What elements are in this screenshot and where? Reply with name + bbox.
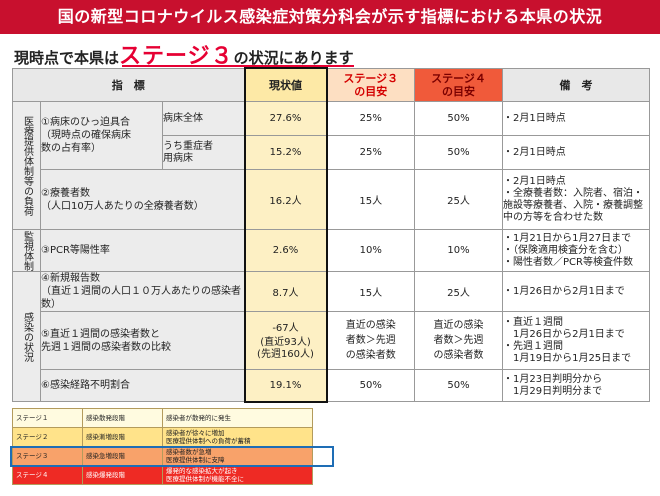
current-hospital-all: 27.6%: [243, 101, 328, 136]
legend-row: ステージ１ 感染散発段階 感染者が散発的に発生: [12, 408, 313, 428]
current-ratio: -67人 (直近93人) (先週160人): [243, 311, 328, 370]
note-unknown: ・1月23日判明分から 1月29日判明分まで: [502, 369, 650, 402]
legend-phase: 感染漸増段階: [82, 427, 163, 447]
stage4-new: 25人: [414, 271, 503, 312]
legend-stage: ステージ１: [12, 408, 83, 428]
note-ratio: ・直近１週間 1月26日から2月1日まで ・先週１週間 1月19日から1月25日…: [502, 311, 650, 370]
header-current: 現状値: [243, 67, 328, 102]
legend-phase: 感染爆発段階: [82, 465, 163, 485]
legend-desc: 感染者数が急増 医療提供体制に支障: [162, 446, 313, 466]
category-infection: 感染の状況: [12, 271, 41, 402]
legend-stage: ステージ３: [12, 446, 83, 466]
headline-prefix: 現時点で本県は: [14, 49, 120, 67]
stage-legend: ステージ１ 感染散発段階 感染者が散発的に発生 ステージ２ 感染漸増段階 感染者…: [12, 408, 313, 485]
status-headline: 現時点で本県はステージ３の状況にあります: [14, 38, 354, 69]
table-row: 感染の状況 ④新規報告数 （直近１週間の人口１０万人あたりの感染者数） 8.7人…: [12, 271, 650, 402]
header-stage4: ステージ４ の目安: [414, 67, 503, 102]
stage3-pcr: 10%: [326, 229, 415, 272]
legend-phase: 感染散発段階: [82, 408, 163, 428]
indicator-pcr: ③PCR等陽性率: [40, 229, 245, 272]
current-ratio-prev: (先週160人): [257, 348, 314, 360]
headline-stage: ステージ３: [119, 44, 234, 69]
headline-suffix: の状況にあります: [233, 49, 354, 67]
stage4-hospital-severe: 50%: [414, 135, 503, 170]
current-pcr: 2.6%: [243, 229, 328, 272]
indicator-unknown: ⑥感染経路不明割合: [40, 369, 245, 402]
current-ratio-recent: (直近93人): [260, 336, 311, 348]
stage3-new: 15人: [326, 271, 415, 312]
stage4-pcr: 10%: [414, 229, 503, 272]
headline-underline: [122, 65, 354, 67]
stage4-hospital-all: 50%: [414, 101, 503, 136]
header-stage3: ステージ３ の目安: [326, 67, 415, 102]
note-hospital-severe: ・2月1日時点: [502, 135, 650, 170]
legend-row: ステージ３ 感染急増段階 感染者数が急増 医療提供体制に支障: [12, 446, 313, 466]
stage4-ratio: 直近の感染 者数＞先週 の感染者数: [414, 311, 503, 370]
indicator-ratio: ⑤直近１週間の感染者数と 先週１週間の感染者数の比較: [40, 311, 245, 370]
legend-desc: 感染者が徐々に増加 医療提供体制への負荷が蓄積: [162, 427, 313, 447]
note-new: ・1月26日から2月1日まで: [502, 271, 650, 312]
legend-phase: 感染急増段階: [82, 446, 163, 466]
current-hospital-severe: 15.2%: [243, 135, 328, 170]
current-care: 16.2人: [243, 169, 328, 230]
indicator-new: ④新規報告数 （直近１週間の人口１０万人あたりの感染者数）: [40, 271, 245, 312]
stage4-care: 25人: [414, 169, 503, 230]
current-ratio-main: -67人: [272, 322, 299, 334]
header-indicator: 指 標: [12, 67, 245, 102]
current-new: 8.7人: [243, 271, 328, 312]
stage3-ratio: 直近の感染 者数＞先週 の感染者数: [326, 311, 415, 370]
table-header-row: 指 標 現状値 ステージ３ の目安 ステージ４ の目安 備 考: [12, 67, 650, 102]
indicator-hospital: ①病床のひっ迫具合 （現時点の確保病床 数の占有率）: [40, 101, 163, 170]
stage3-hospital-all: 25%: [326, 101, 415, 136]
indicator-care: ②療養者数 （人口10万人あたりの全療養者数）: [40, 169, 245, 230]
legend-stage: ステージ２: [12, 427, 83, 447]
indicator-table: 指 標 現状値 ステージ３ の目安 ステージ４ の目安 備 考 医療提供体制等の…: [12, 67, 650, 403]
note-pcr: ・1月21日から1月27日まで ・（保険適用検査分を含む） ・陽性者数／PCR等…: [502, 229, 650, 272]
current-unknown: 19.1%: [243, 369, 328, 403]
stage3-hospital-severe: 25%: [326, 135, 415, 170]
table-row: 医療提供体制等の負荷 ①病床のひっ迫具合 （現時点の確保病床 数の占有率） 病床…: [12, 101, 650, 230]
legend-desc: 爆発的な感染拡大が起き 医療提供体制が機能不全に: [162, 465, 313, 485]
sub-hospital-all: 病床全体: [162, 101, 245, 136]
stage3-unknown: 50%: [326, 369, 415, 402]
category-surveillance: 監視体制: [12, 229, 41, 272]
table-row: ⑥感染経路不明割合 19.1% 50% 50% ・1月23日判明分から 1月29…: [13, 369, 650, 403]
category-medical: 医療提供体制等の負荷: [12, 101, 41, 230]
page-title: 国の新型コロナウイルス感染症対策分科会が示す指標における本県の状況: [0, 0, 660, 34]
stage3-care: 15人: [326, 169, 415, 230]
table-row: ⑤直近１週間の感染者数と 先週１週間の感染者数の比較 -67人 (直近93人) …: [13, 311, 650, 370]
header-notes: 備 考: [502, 67, 650, 102]
note-hospital-all: ・2月1日時点: [502, 101, 650, 136]
legend-row: ステージ４ 感染爆発段階 爆発的な感染拡大が起き 医療提供体制が機能不全に: [12, 465, 313, 485]
table-row: ②療養者数 （人口10万人あたりの全療養者数） 16.2人 15人 25人 ・2…: [13, 169, 650, 230]
legend-row: ステージ２ 感染漸増段階 感染者が徐々に増加 医療提供体制への負荷が蓄積: [12, 427, 313, 447]
table-row: うち重症者 用病床 15.2% 25% 50% ・2月1日時点: [13, 135, 650, 170]
legend-stage: ステージ４: [12, 465, 83, 485]
note-care: ・2月1日時点 ・全療養者数：入院者、宿泊・施設等療養者、入院・療養調整中の方等…: [502, 169, 650, 230]
legend-desc: 感染者が散発的に発生: [162, 408, 313, 428]
stage4-unknown: 50%: [414, 369, 503, 402]
table-row: 監視体制 ③PCR等陽性率 2.6% 10% 10% ・1月21日から1月27日…: [12, 229, 650, 272]
sub-hospital-severe: うち重症者 用病床: [162, 135, 245, 170]
